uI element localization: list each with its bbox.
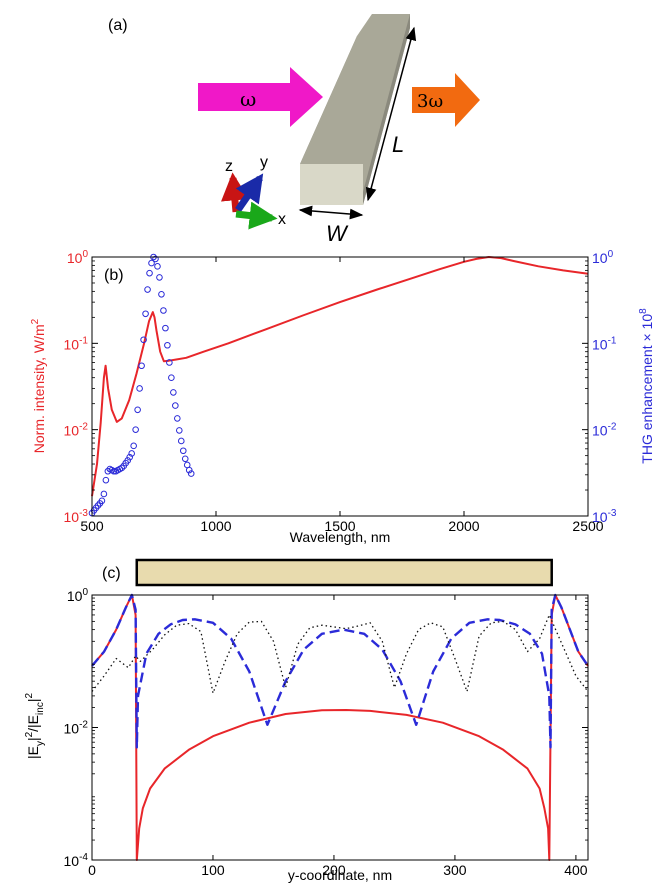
data-point — [146, 269, 153, 277]
panel-b-chart: 500 1000 1500 2000 2500 100 100 10-1 10-1 10-2 10-… — [30, 249, 655, 545]
panel-c-frame — [91, 594, 589, 861]
data-point — [100, 490, 108, 498]
panel-b-frame — [91, 256, 589, 517]
x-tick-label: 200 — [322, 862, 346, 878]
panel-a-schematic: (a) ω 3ω L W z y x — [108, 14, 480, 246]
series-0-line — [91, 594, 589, 861]
y-tick-label-left: 100 — [67, 249, 89, 266]
y-tick-label-right: 10-1 — [592, 335, 617, 352]
x-tick-label: 100 — [201, 862, 225, 878]
x-tick-label: 1000 — [200, 518, 231, 534]
panel-c-ticks: 0 100 200 300 400 100 10-2 10-4 — [64, 587, 588, 878]
data-point — [118, 464, 126, 472]
data-point — [94, 502, 102, 509]
data-point — [154, 263, 161, 270]
panel-b-x-axis-label: Wavelength, nm — [290, 529, 391, 545]
data-point — [134, 406, 141, 414]
width-dimension-arrow — [298, 205, 364, 220]
data-point — [152, 255, 159, 263]
data-point — [110, 467, 118, 475]
y-tick-label-left: 10-2 — [64, 720, 89, 737]
data-point — [160, 307, 167, 314]
output-beam-arrow — [412, 73, 480, 127]
x-tick-label: 1500 — [324, 518, 355, 534]
data-point — [98, 497, 106, 505]
nanorod-end-face — [300, 164, 363, 205]
data-point — [174, 415, 181, 422]
input-beam-arrow — [198, 67, 323, 127]
panel-b-right-y-axis-label: THG enhancement × 108 — [638, 308, 655, 464]
x-tick-label: 0 — [88, 862, 96, 878]
data-point — [130, 442, 137, 450]
axis-y-label: y — [260, 154, 268, 171]
data-point — [175, 427, 183, 434]
panel-c-chart: (c) 0 100 200 300 400 100 10-2 10-4 y-coordinat… — [24, 558, 589, 883]
data-point — [102, 476, 110, 484]
panel-b-left-y-axis-label: Norm. intensity, W/m2 — [30, 318, 47, 453]
coordinate-axes-icon: z y x — [221, 154, 286, 230]
data-point — [140, 336, 147, 344]
data-point — [132, 426, 139, 433]
data-point — [179, 447, 187, 455]
data-point — [168, 374, 175, 381]
x-tick-label: 400 — [564, 862, 588, 878]
axis-x-label: x — [278, 211, 286, 228]
data-point — [128, 450, 135, 457]
data-point — [138, 362, 145, 370]
data-point — [144, 286, 151, 293]
data-point — [126, 453, 133, 461]
y-tick-label-left: 10-2 — [64, 422, 89, 439]
data-point — [187, 470, 195, 477]
data-point — [142, 310, 149, 318]
y-tick-label-right: 10-2 — [592, 422, 617, 439]
data-point — [156, 274, 163, 281]
length-dimension-arrow — [365, 26, 417, 202]
data-point — [124, 457, 132, 464]
panel-b-ticks: 500 1000 1500 2000 2500 100 100 10-1 10-1 10-2 10-… — [64, 249, 617, 534]
data-point — [162, 324, 169, 332]
panel-b-plot-area — [88, 253, 589, 517]
omega-label: ω — [240, 87, 256, 111]
y-tick-label-right: 100 — [592, 249, 614, 266]
series-0-line — [91, 256, 589, 497]
data-point — [181, 455, 189, 463]
data-point — [148, 259, 155, 267]
panel-c-x-axis-label: y-coordinate, nm — [288, 867, 392, 883]
x-tick-label: 2500 — [572, 518, 603, 534]
series-1-line — [91, 593, 589, 749]
data-point — [164, 341, 171, 349]
panel-c-plot-area — [91, 593, 589, 861]
data-point — [166, 359, 173, 366]
axis-z-label: z — [225, 158, 233, 175]
y-tick-label-left: 10-1 — [64, 335, 89, 352]
series-1-markers — [88, 253, 195, 517]
data-point — [136, 385, 143, 392]
data-point — [170, 389, 177, 396]
data-point — [172, 402, 179, 409]
structure-bar — [135, 558, 553, 587]
y-tick-label-left: 100 — [67, 587, 89, 604]
x-tick-label: 2000 — [448, 518, 479, 534]
y-tick-label-left: 10-3 — [64, 508, 89, 525]
third-harmonic-label: 3ω — [417, 91, 443, 112]
panel-a-label: (a) — [108, 17, 128, 34]
data-point — [158, 290, 165, 298]
panel-b-label: (b) — [104, 267, 124, 284]
panel-c-label: (c) — [102, 565, 121, 582]
panel-c-y-axis-label: |Ey|2/|Einc|2 — [24, 693, 46, 760]
width-label: W — [326, 221, 349, 246]
x-tick-label: 300 — [443, 862, 467, 878]
data-point — [185, 466, 193, 474]
y-tick-label-right: 10-3 — [592, 508, 617, 525]
x-tick-label: 500 — [80, 518, 104, 534]
series-2-line — [91, 614, 589, 694]
data-point — [177, 437, 185, 445]
y-tick-label-left: 10-4 — [64, 852, 89, 869]
length-label: L — [392, 132, 404, 157]
